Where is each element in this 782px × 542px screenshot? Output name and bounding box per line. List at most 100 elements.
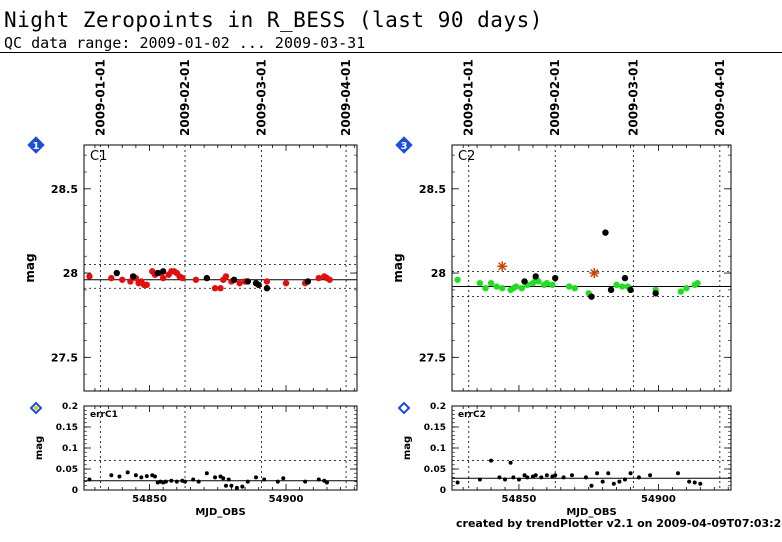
data-point: [652, 290, 659, 297]
data-point: [489, 458, 494, 463]
panel-label: C1: [90, 149, 107, 164]
data-point: [282, 279, 290, 287]
data-point: [303, 479, 308, 484]
footer-credit: created by trendPlotter v2.1 on 2009-04-…: [456, 517, 782, 530]
data-point: [621, 274, 629, 282]
data-point: [326, 276, 333, 283]
y-tick-label: 0.15: [424, 423, 446, 433]
data-point: [240, 484, 245, 489]
data-point: [571, 285, 578, 292]
data-point: [275, 479, 280, 484]
date-tick-label: 2009-03-01: [626, 59, 640, 136]
data-point: [236, 279, 243, 287]
data-point: [539, 475, 544, 480]
data-point: [183, 479, 188, 484]
data-point: [159, 268, 167, 275]
data-point: [588, 293, 595, 300]
data-point: [613, 281, 620, 289]
data-point: [482, 285, 489, 292]
data-point-star: [589, 268, 600, 279]
badge-icon: [27, 136, 45, 154]
data-point: [553, 473, 558, 478]
data-point: [532, 273, 539, 280]
data-point: [163, 479, 168, 484]
data-point: [244, 278, 251, 285]
data-point: [622, 477, 627, 482]
data-point: [129, 273, 137, 280]
data-point: [503, 477, 508, 482]
date-tick-label: 2009-02-01: [178, 59, 192, 136]
y-tick-label: 0.15: [56, 423, 78, 433]
y-tick-label: 0.2: [62, 402, 78, 412]
x-tick-label: 54850: [502, 494, 537, 505]
x-tick-label: 54900: [641, 494, 676, 505]
data-point: [253, 475, 258, 480]
data-point: [255, 281, 262, 289]
star-arm: [590, 268, 599, 278]
y-tick-label: 27.5: [51, 351, 78, 364]
page-title: Night Zeropoints in R_BESS (last 90 days…: [4, 8, 543, 32]
x-tick-label: 54900: [269, 494, 304, 505]
badge-dot: [34, 406, 38, 410]
data-point: [512, 283, 520, 290]
y-axis-label: mag: [23, 253, 37, 282]
header-rule: [0, 52, 782, 53]
data-point: [455, 480, 460, 485]
y-tick-label: 0: [72, 486, 78, 496]
data-point: [263, 278, 271, 285]
plot-frame: [451, 144, 732, 392]
data-point: [263, 285, 271, 292]
y-tick-label: 28.5: [419, 183, 446, 196]
data-point: [521, 278, 528, 285]
data-point: [487, 279, 495, 287]
data-point: [154, 269, 161, 277]
data-point: [476, 279, 484, 287]
data-point: [304, 278, 312, 285]
date-tick-label: 2009-03-01: [254, 59, 268, 136]
data-point: [211, 285, 219, 292]
data-point: [179, 274, 186, 282]
data-point: [589, 483, 594, 488]
data-point: [159, 274, 167, 282]
data-point: [144, 474, 149, 479]
data-point: [561, 475, 566, 480]
x-axis-label: MJD_OBS: [195, 507, 245, 518]
badge-icon: [395, 136, 413, 154]
plot-frame: [451, 405, 732, 491]
data-point-star: [497, 261, 508, 272]
data-point: [692, 480, 697, 485]
data-point: [683, 285, 690, 292]
y-tick-label: 27.5: [419, 351, 446, 364]
data-point: [203, 274, 211, 282]
data-point: [627, 286, 634, 294]
y-tick-label: 0.2: [430, 402, 446, 412]
data-point: [543, 279, 551, 287]
data-point: [262, 477, 267, 482]
date-tick-label: 2009-02-01: [548, 59, 562, 136]
data-point: [687, 479, 692, 484]
data-point: [229, 483, 234, 488]
data-point: [694, 279, 701, 287]
data-point: [230, 276, 238, 283]
y-tick-label: 0: [440, 486, 446, 496]
y-tick-label: 0.1: [62, 444, 78, 454]
data-point: [533, 473, 538, 478]
data-point: [133, 473, 138, 478]
star-arm: [498, 262, 507, 271]
data-point: [552, 274, 559, 282]
data-point: [223, 483, 228, 488]
y-tick-label: 28: [431, 267, 446, 280]
x-axis-label: MJD_OBS: [566, 507, 616, 518]
data-point: [569, 473, 574, 478]
data-point: [281, 476, 286, 481]
data-point: [522, 473, 527, 478]
data-point: [119, 276, 126, 283]
badge-number: 3: [401, 141, 408, 152]
date-tick-label: 2009-01-01: [93, 59, 107, 136]
date-tick-label: 2009-01-01: [462, 59, 476, 136]
panel-c1: 2009-01-01 2009-02-01 2009-03-01 2009-04-01…: [23, 59, 358, 392]
data-point: [174, 479, 179, 484]
data-point: [226, 477, 231, 482]
y-tick-label: 0.05: [56, 465, 78, 475]
data-point: [315, 274, 322, 282]
